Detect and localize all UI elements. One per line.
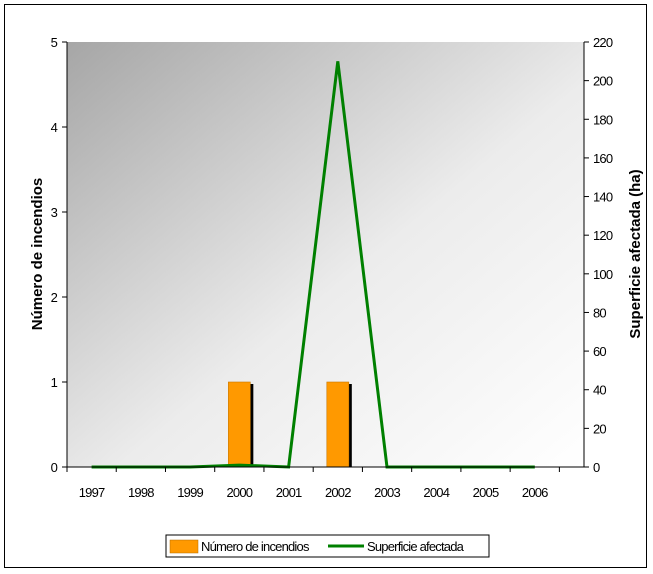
- x-tick-label: 2004: [423, 485, 449, 500]
- legend-label-superficie: Superficie afectada: [367, 539, 465, 554]
- y2-tick-label: 80: [593, 305, 606, 320]
- plot-area: [67, 42, 584, 467]
- y-tick-label: 1: [51, 375, 58, 390]
- x-tick-label: 2006: [522, 485, 548, 500]
- y-tick-label: 2: [51, 290, 58, 305]
- x-tick-label: 2002: [325, 485, 351, 500]
- bar-incendios-2002: [326, 381, 350, 468]
- x-tick-label: 2005: [473, 485, 499, 500]
- y2-tick-label: 20: [593, 421, 606, 436]
- y2-tick-label: 100: [593, 267, 613, 282]
- y2-tick-label: 180: [593, 112, 613, 127]
- y-tick-label: 4: [51, 120, 58, 135]
- legend-box: [165, 534, 490, 558]
- x-tick-label: 2001: [276, 485, 302, 500]
- bar-incendios-2000: [228, 381, 251, 468]
- x-tick-label: 1998: [128, 485, 154, 500]
- x-tick-label: 1999: [177, 485, 203, 500]
- bar-shadow: [250, 384, 254, 467]
- legend-label-incendios: Número de incendios: [201, 539, 310, 554]
- y-tick-label: 0: [51, 460, 58, 475]
- y2-tick-label: 0: [593, 460, 600, 475]
- y2-tick-label: 200: [593, 74, 613, 89]
- x-tick-label: 2000: [226, 485, 252, 500]
- x-tick-label: 1997: [79, 485, 105, 500]
- y2-axis-title: Superficie afectada (ha): [627, 169, 644, 338]
- y2-tick-label: 140: [593, 190, 613, 205]
- y-tick-label: 3: [51, 205, 58, 220]
- x-tick-label: 2003: [374, 485, 400, 500]
- y2-tick-label: 40: [593, 383, 606, 398]
- bar-shadow: [348, 384, 352, 467]
- legend-swatch-bar: [169, 539, 199, 554]
- y2-tick-label: 120: [593, 228, 613, 243]
- y-tick-label: 5: [51, 35, 58, 50]
- legend: Número de incendios Superficie afectada: [165, 534, 490, 558]
- y2-tick-label: 160: [593, 151, 613, 166]
- y2-tick-label: 60: [593, 344, 606, 359]
- y-axis-title: Número de incendios: [29, 178, 46, 331]
- y2-tick-label: 220: [593, 35, 613, 50]
